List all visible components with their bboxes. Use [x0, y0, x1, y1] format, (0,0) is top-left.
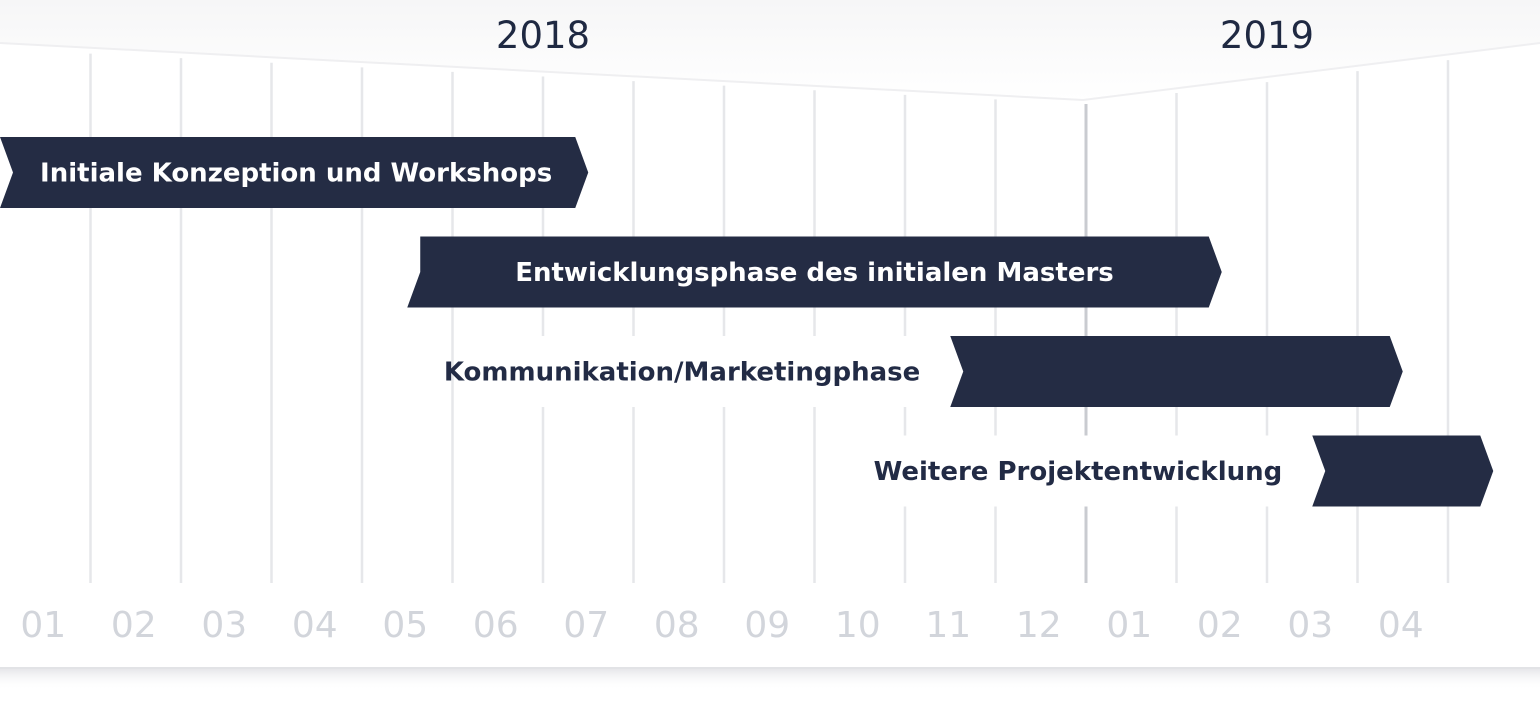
month-label: 03: [1287, 605, 1333, 646]
month-label: 02: [1197, 605, 1243, 646]
month-label: 08: [654, 605, 700, 646]
month-label: 06: [473, 605, 519, 646]
month-label: 01: [1106, 605, 1152, 646]
task-label-3: Kommunikation/Marketingphase: [444, 358, 920, 388]
month-label: 12: [1016, 605, 1062, 646]
task-label-4: Weitere Projektentwicklung: [874, 457, 1283, 487]
month-label: 02: [111, 605, 157, 646]
years-layer: 2018 2019: [496, 14, 1314, 57]
month-label: 04: [1378, 605, 1424, 646]
year-label-2018: 2018: [496, 14, 590, 57]
months-layer: 01 02 03 04 05 06 07 08 09 10 11 12 01 02 03 04: [20, 605, 1423, 646]
label-backdrop-3: [455, 336, 927, 407]
task-bar-4: [1312, 435, 1494, 507]
labels-layer: Initiale Konzeption und Workshops Entwick…: [40, 159, 1282, 488]
month-label: 10: [835, 605, 881, 646]
month-label: 07: [563, 605, 609, 646]
month-label: 11: [925, 605, 971, 646]
task-bar-1: [0, 137, 589, 208]
top-fold-left: [0, 0, 1083, 100]
month-label: 09: [744, 605, 790, 646]
month-label: 03: [201, 605, 247, 646]
task-bar-2: [407, 236, 1222, 308]
month-label: 05: [382, 605, 428, 646]
task-bar-3: [950, 336, 1403, 407]
top-fold-edge-left: [0, 42, 1084, 101]
task-label-1: Initiale Konzeption und Workshops: [40, 159, 552, 189]
month-label: 04: [292, 605, 338, 646]
bars-layer: [0, 137, 1494, 507]
bottom-shadow: [0, 668, 1540, 690]
task-label-2: Entwicklungsphase des initialen Masters: [515, 258, 1114, 288]
year-label-2019: 2019: [1220, 14, 1314, 57]
label-backdrop-4: [849, 435, 1289, 507]
top-fold-right: [1083, 0, 1540, 100]
top-fold-edge-right: [1082, 42, 1540, 101]
month-label: 01: [20, 605, 66, 646]
